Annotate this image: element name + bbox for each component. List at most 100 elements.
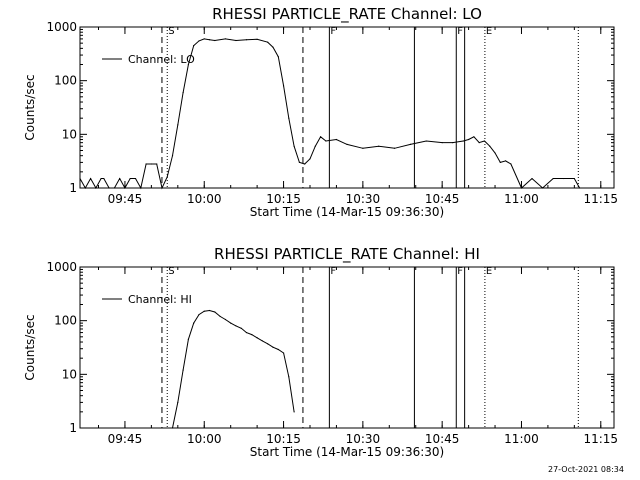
- data-point: [261, 340, 264, 342]
- data-point: [129, 177, 131, 180]
- data-point: [79, 177, 81, 180]
- data-point: [462, 140, 464, 142]
- event-marker-label: F: [457, 26, 463, 37]
- data-point: [298, 161, 301, 163]
- data-point: [108, 187, 110, 189]
- data-point: [235, 39, 237, 42]
- data-point: [282, 352, 285, 354]
- data-point: [208, 39, 211, 41]
- data-point: [478, 142, 480, 144]
- y-tick-label: 1000: [46, 20, 77, 34]
- data-point: [542, 187, 544, 189]
- data-point: [452, 142, 454, 144]
- data-point: [277, 348, 279, 351]
- data-point: [378, 145, 380, 147]
- data-point: [256, 38, 258, 40]
- data-point: [489, 145, 491, 147]
- data-point: [224, 38, 226, 40]
- x-tick-label: 10:30: [346, 192, 381, 206]
- data-point: [100, 177, 102, 180]
- y-tick-label: 100: [54, 314, 77, 328]
- data-point: [198, 40, 200, 42]
- data-point: [84, 187, 86, 189]
- data-point: [505, 160, 507, 162]
- data-point: [552, 177, 554, 180]
- x-tick-label: 11:15: [583, 432, 618, 446]
- data-point: [161, 187, 163, 189]
- y-tick-label: 1000: [46, 260, 77, 274]
- x-tick-label: 10:15: [266, 192, 301, 206]
- x-tick-label: 11:00: [504, 432, 539, 446]
- data-point: [182, 91, 184, 94]
- footer-timestamp: 27-Oct-2021 08:34: [548, 465, 624, 474]
- data-point: [203, 38, 205, 40]
- data-point: [171, 427, 174, 429]
- event-marker-label: E: [486, 26, 492, 37]
- data-point: [177, 401, 179, 403]
- data-point: [483, 140, 486, 142]
- data-point: [288, 376, 290, 378]
- x-tick-label: 11:15: [583, 192, 618, 206]
- x-tick-label: 10:45: [425, 432, 460, 446]
- x-axis-label: Start Time (14-Mar-15 09:36:30): [250, 205, 444, 219]
- data-point: [579, 187, 581, 189]
- data-point: [208, 309, 211, 312]
- x-tick-label: 10:30: [346, 432, 381, 446]
- data-point: [103, 177, 105, 180]
- event-marker-label: F: [330, 266, 336, 277]
- data-point: [441, 142, 443, 144]
- data-point: [166, 176, 168, 178]
- x-tick-label: 09:45: [108, 192, 143, 206]
- data-point: [187, 63, 189, 66]
- x-tick-label: 09:45: [108, 432, 143, 446]
- data-point: [193, 322, 195, 324]
- data-point: [520, 187, 523, 189]
- data-point: [251, 334, 253, 336]
- x-axis-label: Start Time (14-Mar-15 09:36:30): [250, 445, 444, 459]
- data-point: [573, 177, 575, 180]
- data-point: [95, 187, 97, 189]
- data-point: [346, 143, 348, 145]
- data-point: [198, 313, 200, 316]
- data-point: [113, 187, 115, 189]
- data-point: [393, 147, 396, 149]
- data-point: [150, 163, 152, 165]
- data-point: [140, 187, 142, 189]
- chart-title: RHESSI PARTICLE_RATE Channel: LO: [212, 5, 482, 24]
- y-tick-label: 100: [54, 74, 77, 88]
- x-tick-label: 10:45: [425, 192, 460, 206]
- data-point: [235, 325, 237, 327]
- plot-frame: [79, 266, 615, 429]
- x-tick-label: 10:15: [266, 432, 301, 446]
- data-point: [314, 145, 316, 147]
- data-point: [267, 41, 269, 43]
- data-point: [288, 117, 290, 119]
- data-point: [171, 155, 174, 157]
- data-point: [563, 177, 565, 180]
- series-line: [172, 309, 295, 429]
- event-marker-label: S: [168, 266, 174, 277]
- y-axis-label: Counts/sec: [23, 314, 37, 380]
- data-point: [187, 338, 189, 340]
- event-marker-label: E: [486, 266, 492, 277]
- data-point: [134, 177, 137, 180]
- data-point: [156, 163, 158, 165]
- legend-label: Channel: LO: [128, 53, 195, 66]
- data-point: [177, 124, 179, 126]
- data-point: [494, 152, 496, 154]
- data-point: [272, 346, 274, 348]
- data-point: [510, 163, 512, 165]
- data-point: [304, 163, 306, 165]
- data-point: [531, 177, 533, 180]
- data-point: [214, 39, 216, 42]
- data-point: [293, 145, 295, 147]
- x-tick-label: 10:00: [187, 432, 222, 446]
- y-tick-label: 1: [69, 421, 77, 435]
- data-point: [145, 163, 147, 165]
- data-point: [193, 45, 195, 47]
- data-point: [409, 143, 412, 145]
- data-point: [293, 411, 295, 413]
- x-tick-label: 10:00: [187, 192, 222, 206]
- data-point: [214, 311, 216, 313]
